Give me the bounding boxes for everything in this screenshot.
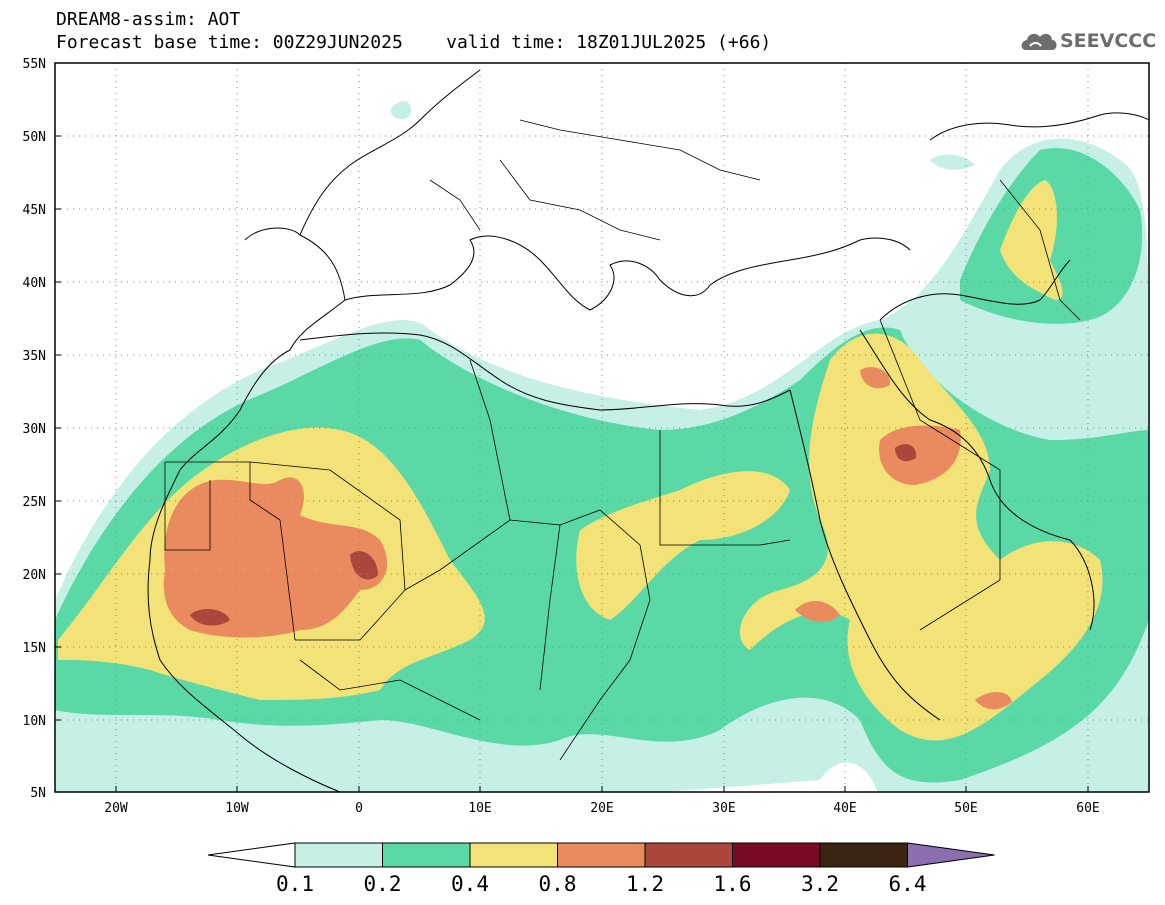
colorbar-segment — [819, 842, 908, 868]
lon-label-50e: 50E — [954, 801, 977, 816]
colorbar-segment — [294, 842, 383, 868]
colorbar-label: 0.1 — [276, 872, 314, 896]
lon-label-40e: 40E — [833, 801, 856, 816]
lon-label-20e: 20E — [590, 801, 613, 816]
aot-fields — [55, 100, 1149, 792]
aot-band-0.4-sahara — [576, 471, 790, 620]
lat-label-25n: 25N — [23, 495, 46, 510]
aot-band-0.4-caspian — [1000, 180, 1063, 300]
lat-label-5n: 5N — [30, 786, 46, 801]
colorbar-segment — [469, 842, 558, 868]
colorbar-segment — [644, 842, 733, 868]
lat-label-30n: 30N — [23, 422, 46, 437]
colorbar-label: 0.4 — [451, 872, 489, 896]
colorbar — [207, 842, 995, 868]
lon-label-10w: 10W — [225, 801, 249, 816]
map-title: DREAM8-assim: AOT — [56, 9, 241, 30]
aot-band-0.8 — [163, 477, 388, 638]
lat-label-55n: 55N — [23, 57, 46, 72]
logo-text: SEEVCCC — [1060, 30, 1157, 52]
colorbar-label: 1.2 — [626, 872, 664, 896]
colorbar-segment — [557, 842, 646, 868]
axis-ticks — [55, 135, 1089, 792]
lat-labels: 55N 50N 45N 40N 35N 30N 25N 20N 15N 10N … — [23, 57, 46, 801]
aot-band-0.4-east — [740, 333, 1103, 741]
lat-label-10n: 10N — [23, 714, 46, 729]
colorbar-label: 3.2 — [801, 872, 839, 896]
cloud-icon — [1021, 33, 1057, 50]
colorbar-arrow-high — [907, 842, 995, 868]
colorbar-label: 6.4 — [888, 872, 927, 896]
colorbar-arrow-low — [207, 842, 296, 868]
country-borders — [164, 119, 1081, 761]
lat-lon-grid — [55, 63, 1149, 792]
lon-label-20w: 20W — [104, 801, 128, 816]
lat-label-20n: 20N — [23, 568, 46, 583]
lon-label-60e: 60E — [1076, 801, 1099, 816]
lat-label-45n: 45N — [23, 203, 46, 218]
colorbar-segment — [732, 842, 821, 868]
lat-label-50n: 50N — [23, 130, 46, 145]
lat-label-15n: 15N — [23, 641, 46, 656]
lat-label-40n: 40N — [23, 276, 46, 291]
map-subtitle-times: Forecast base time: 00Z29JUN2025 valid t… — [56, 32, 772, 53]
lat-label-35n: 35N — [23, 349, 46, 364]
coastlines — [147, 69, 1149, 792]
aot-band-0.1-bits — [390, 100, 975, 170]
lon-label-10e: 10E — [468, 801, 491, 816]
colorbar-label: 0.2 — [363, 872, 402, 896]
aot-band-0.8-red-sea — [795, 600, 1012, 710]
colorbar-label: 0.8 — [538, 872, 577, 896]
aot-band-0.8-iraq — [860, 367, 961, 485]
colorbar-segment — [382, 842, 471, 868]
lon-label-30e: 30E — [712, 801, 735, 816]
lon-labels: 20W 10W 0 10E 20E 30E 40E 50E 60E — [104, 801, 1099, 816]
lon-label-0: 0 — [355, 801, 363, 816]
colorbar-label: 1.6 — [713, 872, 752, 896]
